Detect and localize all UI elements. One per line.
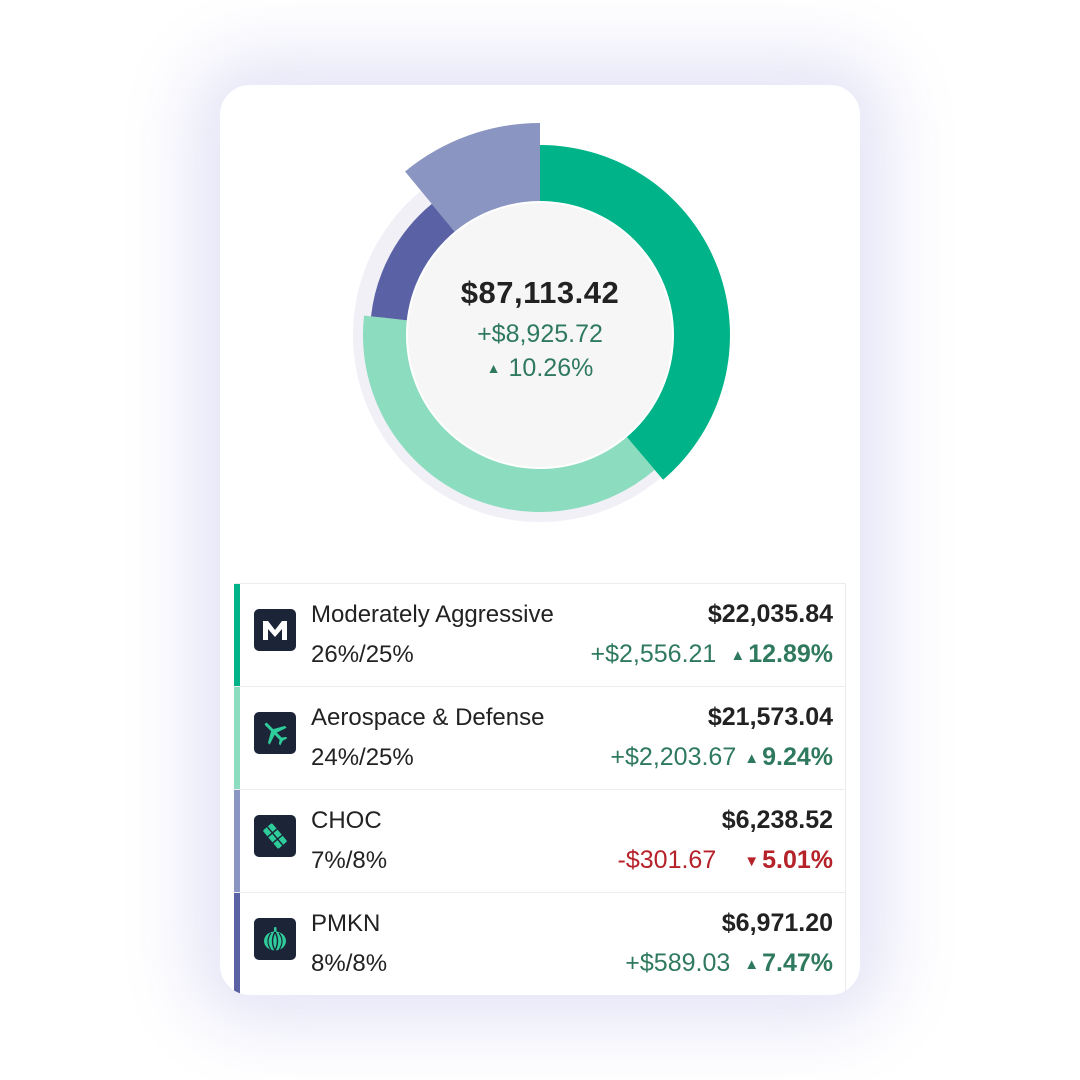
up-triangle-icon: ▲ xyxy=(730,647,746,664)
holding-name: Moderately Aggressive xyxy=(311,601,554,628)
donut-segment-pmkn[interactable] xyxy=(371,203,458,321)
donut-segments xyxy=(363,123,730,512)
pumpkin-icon xyxy=(254,918,296,960)
holding-value: $22,035.84 xyxy=(707,600,833,628)
holding-gain: -$301.67 xyxy=(617,846,717,874)
up-triangle-icon: ▲ xyxy=(744,750,760,767)
holding-row-aerospace-defense[interactable]: Aerospace & Defense 24%/25% $21,573.04 +… xyxy=(234,687,846,790)
donut-segment-aerospace-defense[interactable] xyxy=(363,315,655,512)
holding-change: +$589.03 ▲ 7.47% xyxy=(625,949,833,978)
total-gain: +$8,925.72 xyxy=(477,320,603,348)
holdings-list: Moderately Aggressive 26%/25% $22,035.84… xyxy=(234,583,846,995)
holding-color-bar xyxy=(234,790,240,892)
holding-value: $21,573.04 xyxy=(707,703,833,731)
holding-color-bar xyxy=(234,687,240,789)
chocolate-bar-icon xyxy=(254,815,296,857)
holding-name: CHOC xyxy=(311,807,382,834)
up-triangle-icon: ▲ xyxy=(486,360,501,376)
holding-gain-percent: 7.47% xyxy=(762,949,833,977)
holding-gain: +$589.03 xyxy=(625,949,731,977)
up-triangle-icon: ▲ xyxy=(744,956,760,973)
donut-svg xyxy=(353,123,730,522)
holding-row-moderately-aggressive[interactable]: Moderately Aggressive 26%/25% $22,035.84… xyxy=(234,584,846,687)
holding-gain-percent: 9.24% xyxy=(762,743,833,771)
airplane-icon xyxy=(254,712,296,754)
holding-change: +$2,203.67 ▲ 9.24% xyxy=(610,743,833,772)
allocation-donut-chart: $87,113.42 +$8,925.72 ▲ 10.26% xyxy=(220,85,860,585)
m-logo-icon xyxy=(254,609,296,651)
holding-change: +$2,556.21 ▲ 12.89% xyxy=(591,640,833,669)
holding-row-pmkn[interactable]: PMKN 8%/8% $6,971.20 +$589.03 ▲ 7.47% xyxy=(234,893,846,995)
donut-center xyxy=(406,201,674,469)
holding-row-choc[interactable]: CHOC 7%/8% $6,238.52 -$301.67 ▼ 5.01% xyxy=(234,790,846,893)
holding-allocation: 8%/8% xyxy=(311,950,388,977)
holding-gain: +$2,556.21 xyxy=(590,640,717,668)
total-value: $87,113.42 xyxy=(460,275,620,310)
portfolio-summary: $87,113.42 +$8,925.72 ▲ 10.26% xyxy=(420,275,660,383)
holding-allocation: 24%/25% xyxy=(311,744,414,771)
donut-segment-moderately-aggressive[interactable] xyxy=(540,145,730,480)
holding-gain: +$2,203.67 xyxy=(610,743,737,771)
holding-gain-percent: 5.01% xyxy=(762,846,833,874)
holding-name: PMKN xyxy=(311,910,381,937)
holding-value: $6,971.20 xyxy=(721,909,833,937)
holding-allocation: 26%/25% xyxy=(311,641,414,668)
holding-change: -$301.67 ▼ 5.01% xyxy=(618,846,833,875)
holding-value: $6,238.52 xyxy=(721,806,833,834)
holding-name: Aerospace & Defense xyxy=(311,704,545,731)
total-gain-percent: 10.26% xyxy=(508,354,594,382)
portfolio-card: $87,113.42 +$8,925.72 ▲ 10.26% Moderately… xyxy=(220,85,860,995)
down-triangle-icon: ▼ xyxy=(744,853,760,870)
total-gain-percent-wrap: ▲ 10.26% xyxy=(420,353,660,383)
holding-gain-percent: 12.89% xyxy=(748,640,833,668)
holding-color-bar xyxy=(234,584,240,686)
holding-color-bar xyxy=(234,893,240,995)
holding-allocation: 7%/8% xyxy=(311,847,388,874)
